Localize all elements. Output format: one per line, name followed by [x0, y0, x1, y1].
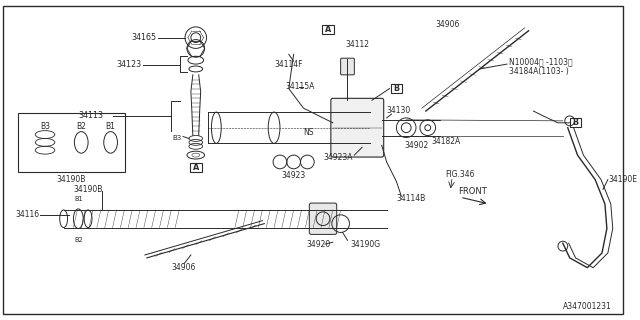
Text: N10004〈 -1103〉: N10004〈 -1103〉	[509, 58, 573, 67]
FancyBboxPatch shape	[309, 203, 337, 234]
Text: 34112: 34112	[346, 40, 369, 49]
Text: 34113: 34113	[78, 111, 103, 120]
Text: 34182A: 34182A	[431, 137, 461, 146]
Text: 34115A: 34115A	[286, 82, 315, 91]
Text: A: A	[324, 25, 331, 34]
Text: B3: B3	[40, 122, 50, 131]
Text: FRONT: FRONT	[458, 187, 487, 196]
Bar	[570, 118, 581, 127]
Text: 34190B: 34190B	[57, 175, 86, 184]
Text: 34190G: 34190G	[351, 240, 381, 249]
Text: 34114B: 34114B	[396, 194, 426, 203]
Text: 34184A(1103- ): 34184A(1103- )	[509, 68, 569, 76]
Text: 34190E: 34190E	[609, 175, 638, 184]
Text: 34116: 34116	[15, 210, 39, 219]
Text: 34906: 34906	[436, 20, 460, 29]
Text: 34902: 34902	[404, 141, 429, 150]
Text: 34923A: 34923A	[323, 153, 353, 162]
Text: FIG.346: FIG.346	[445, 170, 475, 179]
Bar	[190, 164, 202, 172]
Text: B1: B1	[106, 122, 116, 131]
Text: A347001231: A347001231	[563, 302, 612, 311]
Bar	[390, 84, 403, 93]
Text: 34130: 34130	[387, 106, 411, 115]
Text: 34123: 34123	[117, 60, 142, 69]
FancyBboxPatch shape	[331, 98, 384, 157]
Text: B1: B1	[74, 196, 83, 202]
Bar	[322, 25, 334, 34]
Text: 34165: 34165	[131, 33, 157, 42]
Text: 34906: 34906	[172, 263, 196, 272]
Bar	[18, 113, 125, 172]
Text: 34920: 34920	[306, 240, 330, 249]
Text: B2: B2	[74, 237, 83, 243]
Text: B2: B2	[76, 122, 86, 131]
FancyBboxPatch shape	[340, 58, 355, 75]
Text: 34114F: 34114F	[274, 60, 303, 68]
Text: B: B	[394, 84, 399, 93]
Text: B: B	[573, 118, 579, 127]
Text: A: A	[193, 163, 199, 172]
Text: NS: NS	[303, 128, 314, 137]
Text: 34190B: 34190B	[74, 185, 103, 194]
Text: 34923: 34923	[282, 171, 306, 180]
Text: B3: B3	[173, 135, 182, 141]
